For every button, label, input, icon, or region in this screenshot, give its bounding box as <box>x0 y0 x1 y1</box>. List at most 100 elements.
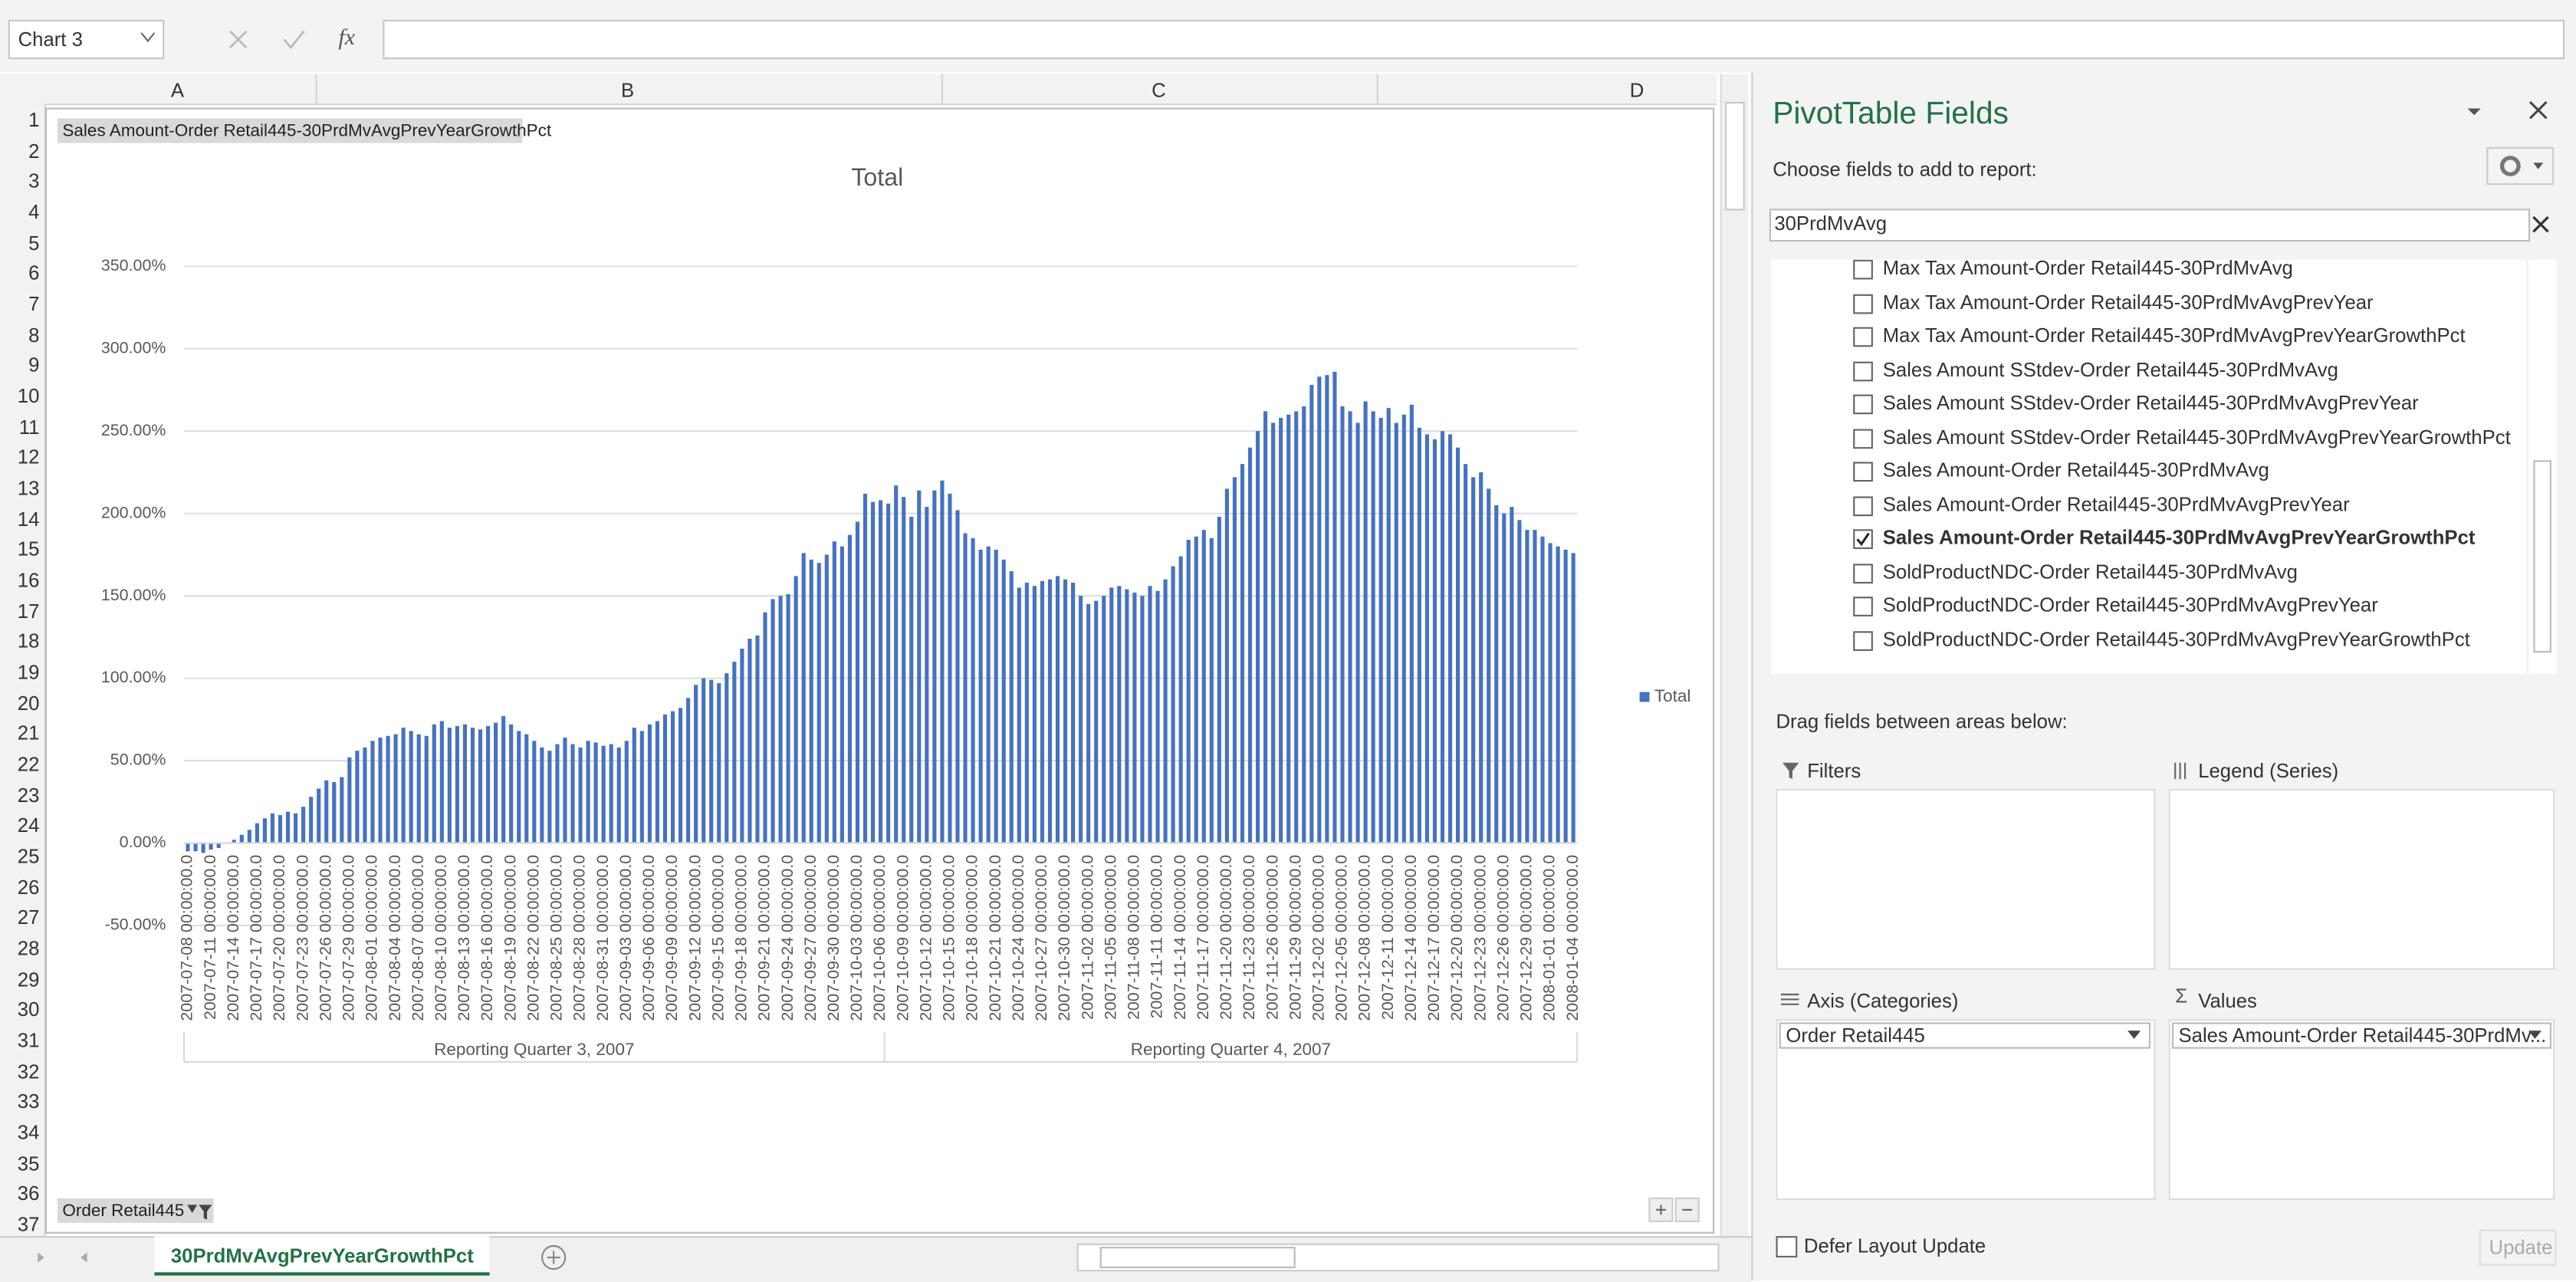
x-tick-label: 2007-08-10 00:00:00.0 <box>432 855 450 1021</box>
field-checkbox[interactable] <box>1853 597 1873 616</box>
x-tick-label: 2007-11-20 00:00:00.0 <box>1217 855 1235 1020</box>
bar <box>601 745 606 843</box>
bar <box>809 559 813 843</box>
bar <box>239 834 244 843</box>
scroll-thumb[interactable] <box>1725 101 1745 211</box>
x-tick-label: 2007-12-08 00:00:00.0 <box>1355 855 1374 1021</box>
bar <box>509 724 514 843</box>
column-header: C <box>1152 78 1166 102</box>
values-title: Values <box>2198 989 2257 1013</box>
bar <box>540 747 544 843</box>
x-tick-label: 2007-10-06 00:00:00.0 <box>870 855 889 1021</box>
x-tick-label: 2007-07-11 00:00:00.0 <box>201 855 219 1020</box>
defer-label: Defer Layout Update <box>1803 1234 1986 1258</box>
field-checkbox[interactable] <box>1853 259 1873 280</box>
bar <box>963 533 968 843</box>
row-header: 34 <box>17 1121 40 1145</box>
row-header: 11 <box>18 415 40 439</box>
bar <box>1325 375 1329 843</box>
field-checkbox[interactable] <box>1853 327 1873 347</box>
bar <box>1086 603 1091 843</box>
field-checkbox[interactable] <box>1853 293 1873 314</box>
bar <box>1186 540 1191 843</box>
bar <box>1471 477 1476 843</box>
x-tick-label: 2007-10-09 00:00:00.0 <box>893 855 912 1021</box>
panel-controls[interactable] <box>2448 92 2563 191</box>
row-header: 4 <box>28 200 40 224</box>
y-tick-label: 250.00% <box>101 421 166 439</box>
bar <box>1464 464 1468 843</box>
bar <box>801 553 806 843</box>
name-box[interactable] <box>8 19 165 60</box>
bar <box>1302 406 1306 843</box>
defer-checkbox[interactable] <box>1776 1236 1798 1258</box>
bar <box>870 501 876 843</box>
tab-controls <box>38 1243 1720 1272</box>
y-tick-label: 100.00% <box>101 668 166 686</box>
function-icon[interactable]: fx <box>338 26 356 51</box>
bar <box>940 480 945 843</box>
bar <box>447 728 452 843</box>
field-checkbox[interactable] <box>1853 529 1873 550</box>
bar <box>1447 434 1453 843</box>
bar <box>1286 414 1291 843</box>
field-checkbox[interactable] <box>1853 462 1873 482</box>
bar <box>593 742 598 843</box>
bar <box>863 493 868 843</box>
bar <box>1363 401 1368 843</box>
bar <box>1132 592 1137 843</box>
formula-input[interactable] <box>383 19 2565 60</box>
search-clear[interactable] <box>2527 209 2557 242</box>
area-item-label: Order Retail445 <box>1786 1024 1925 1047</box>
row-header: 14 <box>17 507 40 531</box>
bar <box>1548 543 1552 843</box>
y-tick-label: 150.00% <box>101 586 166 604</box>
bar <box>370 741 375 843</box>
bar <box>670 711 675 843</box>
legend-title: Legend (Series) <box>2198 759 2339 783</box>
x-tick-label: 2007-07-29 00:00:00.0 <box>340 855 358 1021</box>
bar <box>262 818 267 843</box>
row-header: 15 <box>17 537 40 561</box>
x-tick-label: 2007-12-05 00:00:00.0 <box>1332 855 1351 1021</box>
bar <box>778 596 783 843</box>
bar <box>301 807 306 843</box>
value-field-button[interactable] <box>58 118 523 143</box>
field-checkbox[interactable] <box>1853 394 1873 415</box>
x-tick-label: 2007-12-11 00:00:00.0 <box>1378 855 1397 1020</box>
field-checkbox[interactable] <box>1853 495 1873 516</box>
bar <box>1017 587 1021 843</box>
field-scroll-thumb[interactable] <box>2533 460 2551 653</box>
area-item[interactable] <box>1779 1022 2151 1049</box>
column-separator <box>941 74 944 104</box>
bar <box>994 549 998 843</box>
bar <box>285 811 291 843</box>
field-checkbox[interactable] <box>1853 630 1873 650</box>
field-label: Sales Amount-Order Retail445-30PrdMvAvgP… <box>1882 526 2476 550</box>
bar <box>309 797 314 843</box>
axis-area[interactable] <box>1776 1019 2156 1200</box>
field-checkbox[interactable] <box>1853 563 1873 583</box>
bar <box>702 678 706 843</box>
x-tick-label: 2007-07-23 00:00:00.0 <box>293 855 311 1021</box>
field-list: Max Tax Amount-Order Retail445-30PrdMvAv… <box>1771 259 2527 674</box>
legend-area[interactable] <box>2168 789 2555 970</box>
axis-field-button[interactable] <box>58 1198 214 1223</box>
bar <box>555 744 560 843</box>
bar <box>1240 464 1245 843</box>
search-box[interactable] <box>1769 209 2531 242</box>
column-header: A <box>170 78 185 102</box>
vertical-scrollbar[interactable] <box>1720 74 1749 1237</box>
bar <box>740 648 744 843</box>
values-area[interactable] <box>2168 1019 2555 1200</box>
field-checkbox[interactable] <box>1853 428 1873 449</box>
active-tab[interactable] <box>154 1236 490 1276</box>
bar <box>1079 596 1083 843</box>
field-checkbox[interactable] <box>1853 360 1873 381</box>
filters-area[interactable] <box>1776 789 2156 970</box>
bar <box>748 639 752 843</box>
update-button[interactable] <box>2479 1229 2557 1266</box>
area-item[interactable] <box>2171 1022 2551 1049</box>
bar <box>1194 536 1198 843</box>
bar <box>386 735 390 843</box>
